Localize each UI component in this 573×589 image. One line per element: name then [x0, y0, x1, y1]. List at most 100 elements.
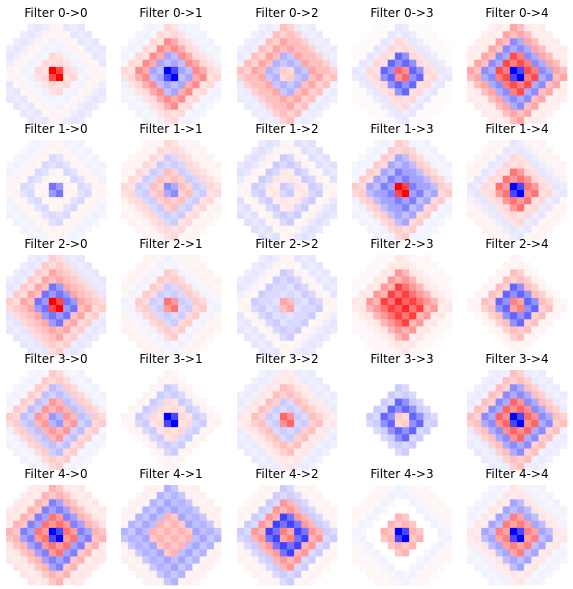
heatmap-cell — [149, 52, 158, 61]
heatmap-cell — [552, 312, 561, 320]
heatmap-cell — [142, 140, 150, 148]
heatmap-cell — [91, 102, 100, 111]
heatmap-cell — [545, 276, 554, 284]
heatmap-cell — [199, 182, 208, 191]
heatmap-cell — [98, 197, 107, 205]
heatmap-cell — [199, 74, 208, 82]
heatmap-cell — [430, 527, 439, 536]
heatmap-cell — [488, 506, 496, 514]
heatmap-cell — [27, 262, 35, 270]
heatmap-cell — [258, 513, 266, 522]
heatmap-cell — [56, 102, 64, 111]
heatmap-cell — [380, 556, 389, 564]
heatmap-cell — [41, 563, 50, 572]
heatmap-cell — [258, 412, 266, 421]
heatmap-cell — [495, 506, 504, 514]
heatmap-cell — [559, 52, 568, 61]
heatmap-cell — [394, 290, 403, 299]
heatmap-cell — [545, 405, 554, 414]
heatmap-cell — [502, 297, 511, 306]
heatmap-cell — [517, 168, 525, 177]
heatmap-cell — [517, 398, 525, 407]
heatmap-cell — [329, 74, 338, 82]
heatmap-cell — [444, 319, 453, 327]
heatmap-cell — [77, 211, 85, 219]
heatmap-cell — [48, 563, 57, 572]
heatmap-cell — [192, 168, 200, 177]
heatmap-cell — [481, 88, 489, 96]
heatmap-cell — [308, 462, 316, 471]
heatmap-cell — [294, 513, 302, 522]
heatmap-cell — [34, 88, 43, 96]
heatmap-cell — [531, 570, 539, 579]
heatmap-cell — [265, 549, 274, 557]
heatmap-cell — [192, 211, 200, 219]
heatmap-cell — [373, 347, 381, 356]
heatmap-cell — [178, 81, 186, 89]
heatmap-cell — [77, 218, 85, 227]
heatmap-cell — [70, 506, 78, 514]
heatmap-cell — [265, 102, 274, 111]
heatmap-cell — [258, 66, 266, 75]
heatmap-cell — [6, 412, 14, 421]
heatmap-cell — [495, 391, 504, 399]
heatmap-cell — [322, 412, 331, 421]
heatmap-cell — [244, 102, 252, 111]
heatmap-cell — [156, 66, 165, 75]
heatmap-cell — [156, 377, 165, 385]
heatmap-cell — [380, 462, 389, 471]
heatmap-cell — [171, 38, 179, 46]
heatmap-cell — [272, 269, 281, 277]
heatmap-cell — [192, 412, 200, 421]
heatmap-cell — [559, 88, 568, 96]
heatmap-cell — [359, 427, 367, 435]
heatmap-cell — [538, 116, 546, 125]
heatmap-cell — [517, 154, 525, 162]
heatmap-cell — [308, 154, 316, 162]
heatmap-cell — [171, 427, 179, 435]
heatmap-cell — [423, 485, 431, 493]
heatmap-cell — [149, 427, 158, 435]
heatmap-cell — [156, 326, 165, 334]
heatmap-cell — [509, 556, 518, 564]
heatmap-cell — [531, 577, 539, 586]
heatmap-cell — [98, 527, 107, 536]
heatmap-cell — [213, 52, 222, 61]
heatmap-cell — [251, 109, 259, 118]
heatmap-cell — [308, 513, 316, 522]
heatmap-cell — [294, 570, 302, 579]
heatmap-cell — [474, 168, 482, 177]
heatmap-cell — [265, 74, 274, 82]
heatmap-cell — [142, 116, 150, 125]
heatmap-cell — [495, 168, 504, 177]
heatmap-cell — [495, 38, 504, 46]
heatmap-cell — [156, 168, 165, 177]
heatmap-cell — [315, 211, 324, 219]
heatmap-cell — [301, 232, 309, 241]
heatmap-cell — [128, 59, 136, 68]
heatmap-cell — [171, 95, 179, 103]
heatmap-cell — [502, 527, 511, 536]
heatmap-cell — [387, 455, 396, 464]
heatmap-cell — [279, 513, 288, 522]
heatmap-cell — [373, 66, 381, 75]
heatmap-cell — [474, 326, 482, 334]
heatmap-cell — [373, 527, 381, 536]
heatmap-cell — [199, 455, 208, 464]
heatmap-cell — [538, 398, 546, 407]
heatmap-cell — [509, 31, 518, 39]
heatmap-cell — [423, 542, 431, 550]
heatmap-cell — [380, 38, 389, 46]
heatmap-cell — [171, 384, 179, 392]
heatmap-cell — [279, 405, 288, 414]
heatmap-cell — [70, 175, 78, 184]
heatmap-cell — [517, 81, 525, 89]
heatmap-cell — [394, 333, 403, 342]
heatmap-cell — [423, 59, 431, 68]
heatmap-cell — [265, 535, 274, 543]
heatmap-cell — [279, 269, 288, 277]
heatmap-cell — [488, 81, 496, 89]
heatmap-cell — [517, 147, 525, 155]
heatmap-cell — [488, 455, 496, 464]
heatmap-cell — [301, 549, 309, 557]
